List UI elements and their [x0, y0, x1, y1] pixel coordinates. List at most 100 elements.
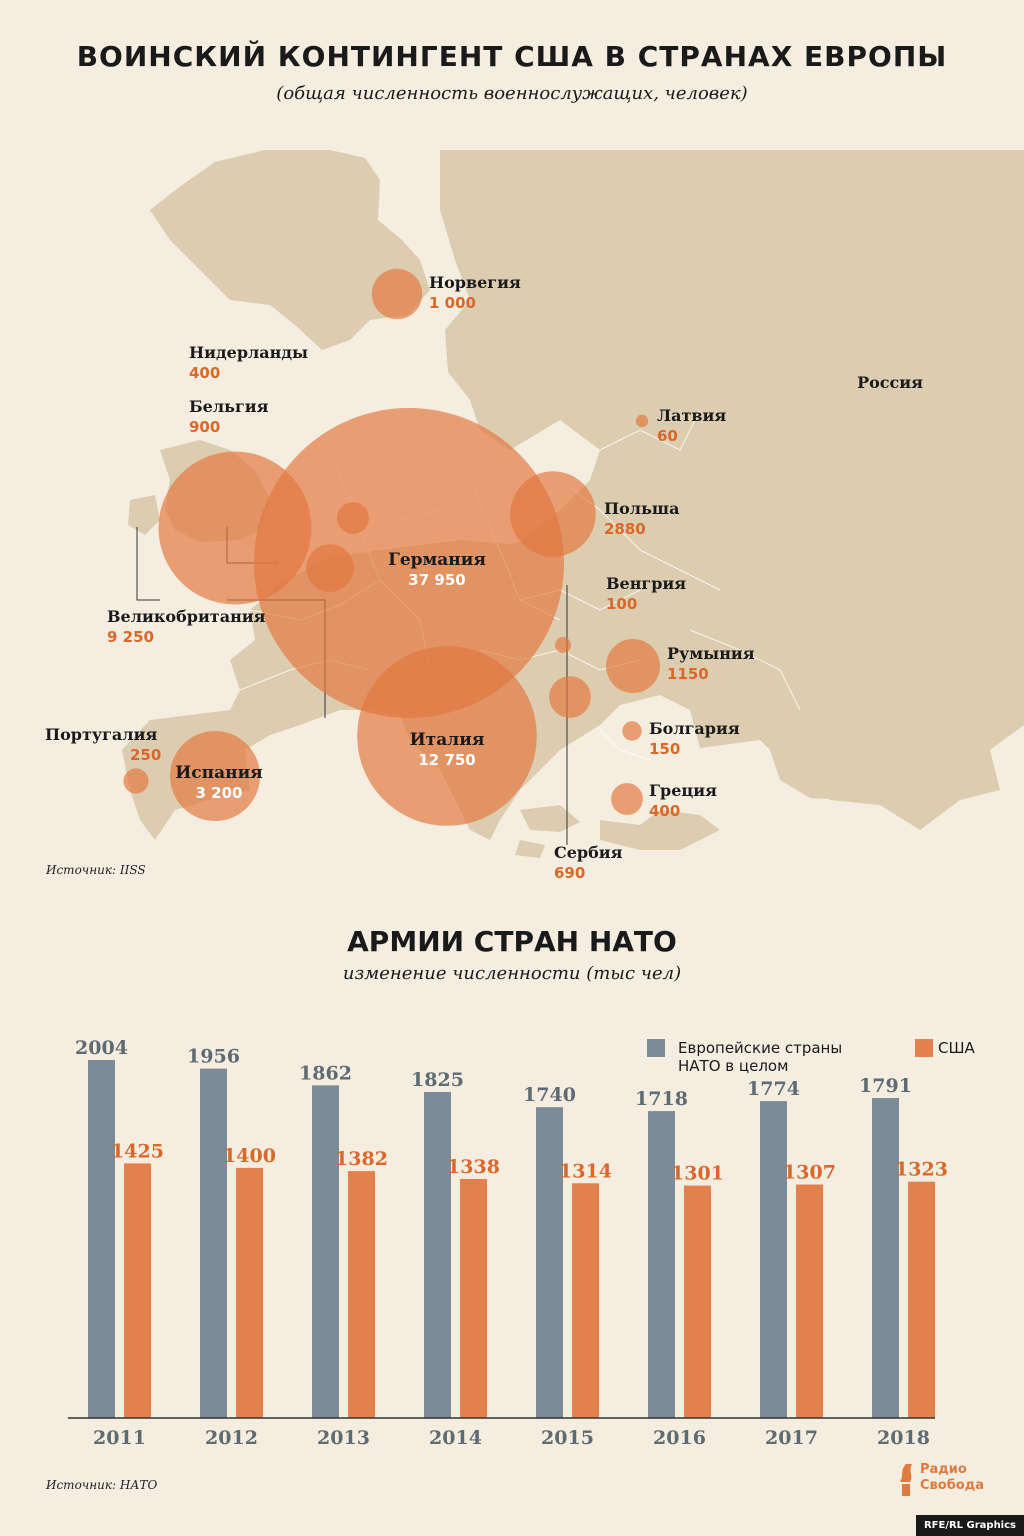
- logo-text: Радио Свобода: [920, 1462, 984, 1493]
- bubble-Румыния: [606, 639, 660, 693]
- land-shape: [770, 750, 860, 800]
- year-tick-label: 2017: [765, 1427, 818, 1449]
- bar-source: Источник: НАТО: [46, 1478, 158, 1492]
- bar-us-2014: [460, 1178, 487, 1418]
- bar-us-2013: [348, 1171, 375, 1418]
- country-value: 2880: [604, 520, 646, 538]
- land-shape: [128, 495, 160, 535]
- border-line: [599, 729, 651, 761]
- year-tick-label: 2014: [429, 1427, 482, 1449]
- country-label: Венгрия: [606, 574, 686, 593]
- country-value: 150: [649, 740, 680, 758]
- country-value: 400: [189, 364, 220, 382]
- map-bubbles: [123, 268, 660, 826]
- year-tick-label: 2018: [877, 1427, 930, 1449]
- land-shape: [150, 150, 430, 350]
- bubble-Латвия: [635, 414, 649, 428]
- bubble-Сербия: [549, 676, 591, 718]
- bar-us-2017: [796, 1184, 823, 1418]
- year-tick-label: 2013: [317, 1427, 370, 1449]
- country-value: 400: [649, 802, 680, 820]
- leader-line: [136, 527, 160, 601]
- year-tick-label: 2011: [93, 1427, 146, 1449]
- bar-nato-2013: [312, 1085, 339, 1418]
- value-label-us: 1400: [223, 1145, 276, 1167]
- country-label: Нидерланды: [189, 343, 308, 362]
- bar-chart-subtitle: изменение численности (тыс чел): [342, 963, 682, 984]
- country-label: Сербия: [554, 843, 623, 862]
- value-label-us: 1425: [111, 1140, 164, 1162]
- bar-nato-2017: [760, 1101, 787, 1418]
- legend-label-nato: Европейские страны: [678, 1039, 842, 1057]
- country-value: 1 000: [429, 294, 476, 312]
- legend-label-nato: НАТО в целом: [678, 1057, 788, 1075]
- legend-swatch-us: [915, 1039, 933, 1057]
- value-label-nato: 2004: [75, 1037, 128, 1059]
- country-label: Великобритания: [107, 607, 266, 626]
- bubble-Испания: [170, 731, 260, 821]
- bubble-Нидерланды: [337, 502, 369, 534]
- map-source: Источник: IISS: [46, 863, 146, 877]
- country-value: 37 950: [408, 571, 465, 589]
- country-label: Польша: [604, 499, 679, 518]
- border-line: [599, 409, 701, 451]
- country-label: Испания: [175, 763, 262, 783]
- bubble-Болгария: [622, 721, 642, 741]
- value-label-us: 1301: [671, 1163, 724, 1185]
- value-label-us: 1382: [335, 1148, 388, 1170]
- russia-label: Россия: [857, 373, 923, 392]
- land-shape: [515, 840, 545, 858]
- bubble-Бельгия: [306, 544, 354, 592]
- country-label: Болгария: [649, 719, 740, 738]
- legend-swatch-nato: [647, 1039, 665, 1057]
- bar-us-2016: [684, 1185, 711, 1418]
- bar-nato-2015: [536, 1107, 563, 1418]
- country-value: 690: [554, 864, 585, 882]
- border-line: [689, 629, 801, 711]
- legend-label-us: США: [938, 1039, 976, 1057]
- year-tick-label: 2015: [541, 1427, 594, 1449]
- country-label: Германия: [388, 550, 486, 570]
- value-label-nato: 1791: [859, 1075, 912, 1097]
- bar-us-2015: [572, 1183, 599, 1418]
- country-value: 900: [189, 418, 220, 436]
- bar-nato-2014: [424, 1091, 451, 1418]
- bar-us-2011: [124, 1163, 151, 1418]
- bar-nato-2012: [200, 1068, 227, 1418]
- value-label-nato: 1862: [299, 1062, 352, 1084]
- value-label-nato: 1956: [187, 1046, 240, 1068]
- country-label: Италия: [410, 730, 485, 750]
- value-label-nato: 1774: [747, 1078, 800, 1100]
- country-value: 100: [606, 595, 637, 613]
- country-value: 1150: [667, 665, 709, 683]
- country-value: 12 750: [418, 751, 475, 769]
- country-label: Румыния: [667, 644, 755, 663]
- bubble-Норвегия: [371, 268, 423, 320]
- value-label-nato: 1718: [635, 1088, 688, 1110]
- value-label-us: 1323: [895, 1159, 948, 1181]
- country-value: 60: [657, 427, 678, 445]
- bubble-Греция: [611, 783, 643, 815]
- country-value: 9 250: [107, 628, 154, 646]
- value-label-us: 1338: [447, 1156, 500, 1178]
- bar-us-2012: [236, 1167, 263, 1418]
- value-label-us: 1307: [783, 1162, 836, 1184]
- page-title: ВОИНСКИЙ КОНТИНГЕНТ США В СТРАНАХ ЕВРОПЫ: [76, 40, 948, 73]
- bar-chart-title: АРМИИ СТРАН НАТО: [347, 925, 677, 958]
- bubble-Португалия: [123, 768, 149, 794]
- country-value: 250: [130, 746, 161, 764]
- country-label: Латвия: [657, 406, 726, 425]
- bubble-Великобритания: [158, 451, 312, 605]
- graphics-credit: RFE/RL Graphics: [915, 1515, 1024, 1536]
- country-label: Норвегия: [429, 273, 521, 292]
- bubble-Польша: [510, 471, 596, 557]
- bubble-Германия: [254, 408, 564, 718]
- bar-nato-2016: [648, 1111, 675, 1418]
- bar-nato-2011: [88, 1060, 115, 1418]
- bubble-Италия: [357, 646, 537, 826]
- country-label: Португалия: [45, 725, 157, 744]
